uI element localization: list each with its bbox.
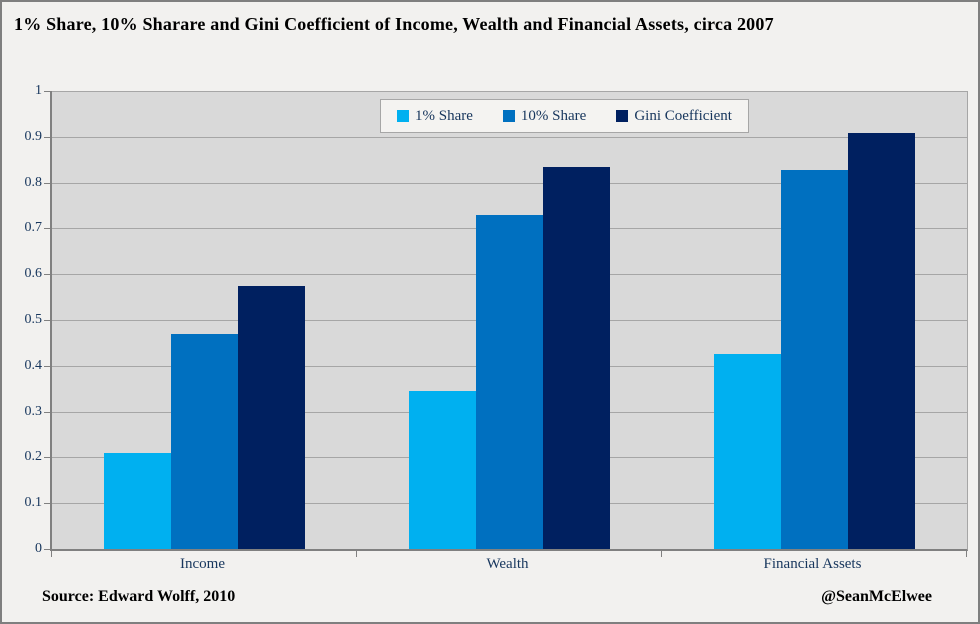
legend-item-gini-coefficient: Gini Coefficient — [616, 108, 732, 125]
bar-income-gini-coefficient — [238, 286, 305, 549]
chart-title: 1% Share, 10% Sharare and Gini Coefficie… — [14, 14, 774, 34]
legend-label: Gini Coefficient — [634, 107, 732, 124]
x-tick-mark — [51, 551, 52, 557]
gridline — [52, 136, 967, 138]
x-axis-category-labels: Income Wealth Financial Assets — [50, 556, 965, 573]
y-tick-label: 0.2 — [24, 449, 43, 465]
gridline — [52, 182, 967, 184]
legend: 1% Share 10% Share Gini Coefficient — [380, 99, 749, 133]
y-tick-mark — [44, 365, 51, 367]
bar-group-financial-assets — [662, 91, 967, 549]
y-tick-label: 0.1 — [24, 495, 43, 511]
y-tick-mark — [44, 503, 51, 505]
bar-wealth-1-share — [409, 390, 476, 549]
x-category-label-financial-assets: Financial Assets — [763, 556, 862, 572]
y-tick-label: 0.3 — [24, 403, 43, 419]
y-tick-mark — [44, 549, 51, 550]
bar-wealth-10-share — [476, 214, 543, 549]
y-tick-mark — [44, 136, 51, 138]
legend-swatch-icon — [502, 110, 515, 122]
y-tick-label: 0.8 — [24, 174, 43, 190]
y-tick-label: 0.7 — [24, 220, 43, 236]
bar-group-wealth — [357, 91, 662, 549]
y-tick-mark — [44, 457, 51, 459]
y-tick-label: 0.5 — [24, 312, 43, 327]
y-tick-mark — [44, 182, 51, 184]
y-axis-labels: 0 0.1 0.2 0.3 0.4 0.5 0.6 0.7 0.8 0.9 1 — [2, 84, 43, 556]
legend-item-10-share: 10% Share — [502, 107, 587, 125]
y-tick-mark — [44, 228, 51, 230]
y-tick-label: 0.9 — [24, 128, 43, 144]
source-note: Source: Edward Wolff, 2010 — [42, 588, 236, 605]
x-category-label-wealth: Wealth — [486, 556, 529, 572]
footer: Source: Edward Wolff, 2010 @SeanMcElwee — [42, 588, 932, 606]
y-tick-label: 0.6 — [24, 266, 43, 282]
author-handle: @SeanMcElwee — [821, 588, 932, 605]
y-tick-label: 1 — [35, 83, 42, 98]
legend-item-1-share: 1% Share — [397, 108, 473, 125]
plot-area: 1% Share 10% Share Gini Coefficient — [44, 91, 968, 557]
bar-income-1-share — [104, 452, 171, 549]
y-tick-label: 0.4 — [24, 357, 43, 373]
legend-swatch-icon — [397, 110, 409, 122]
bar-financial-assets-1-share — [714, 354, 781, 549]
bar-financial-assets-gini-coefficient — [848, 133, 915, 549]
bar-groups — [52, 91, 967, 549]
bar-financial-assets-10-share — [781, 170, 848, 549]
legend-swatch-icon — [616, 110, 629, 122]
x-tick-mark — [355, 551, 357, 557]
legend-label: 1% Share — [415, 107, 473, 124]
y-tick-mark — [44, 320, 51, 321]
bar-wealth-gini-coefficient — [543, 167, 610, 549]
x-tick-mark — [966, 551, 967, 557]
bar-group-income — [52, 91, 357, 549]
gridline — [52, 91, 967, 92]
y-tick-mark — [44, 274, 51, 276]
y-tick-label: 0 — [35, 541, 42, 556]
bar-income-10-share — [171, 333, 238, 549]
legend-label: 10% Share — [520, 107, 587, 124]
y-tick-mark — [44, 91, 51, 92]
x-tick-mark — [660, 551, 662, 557]
x-category-label-income: Income — [180, 556, 225, 572]
y-tick-mark — [44, 411, 51, 413]
